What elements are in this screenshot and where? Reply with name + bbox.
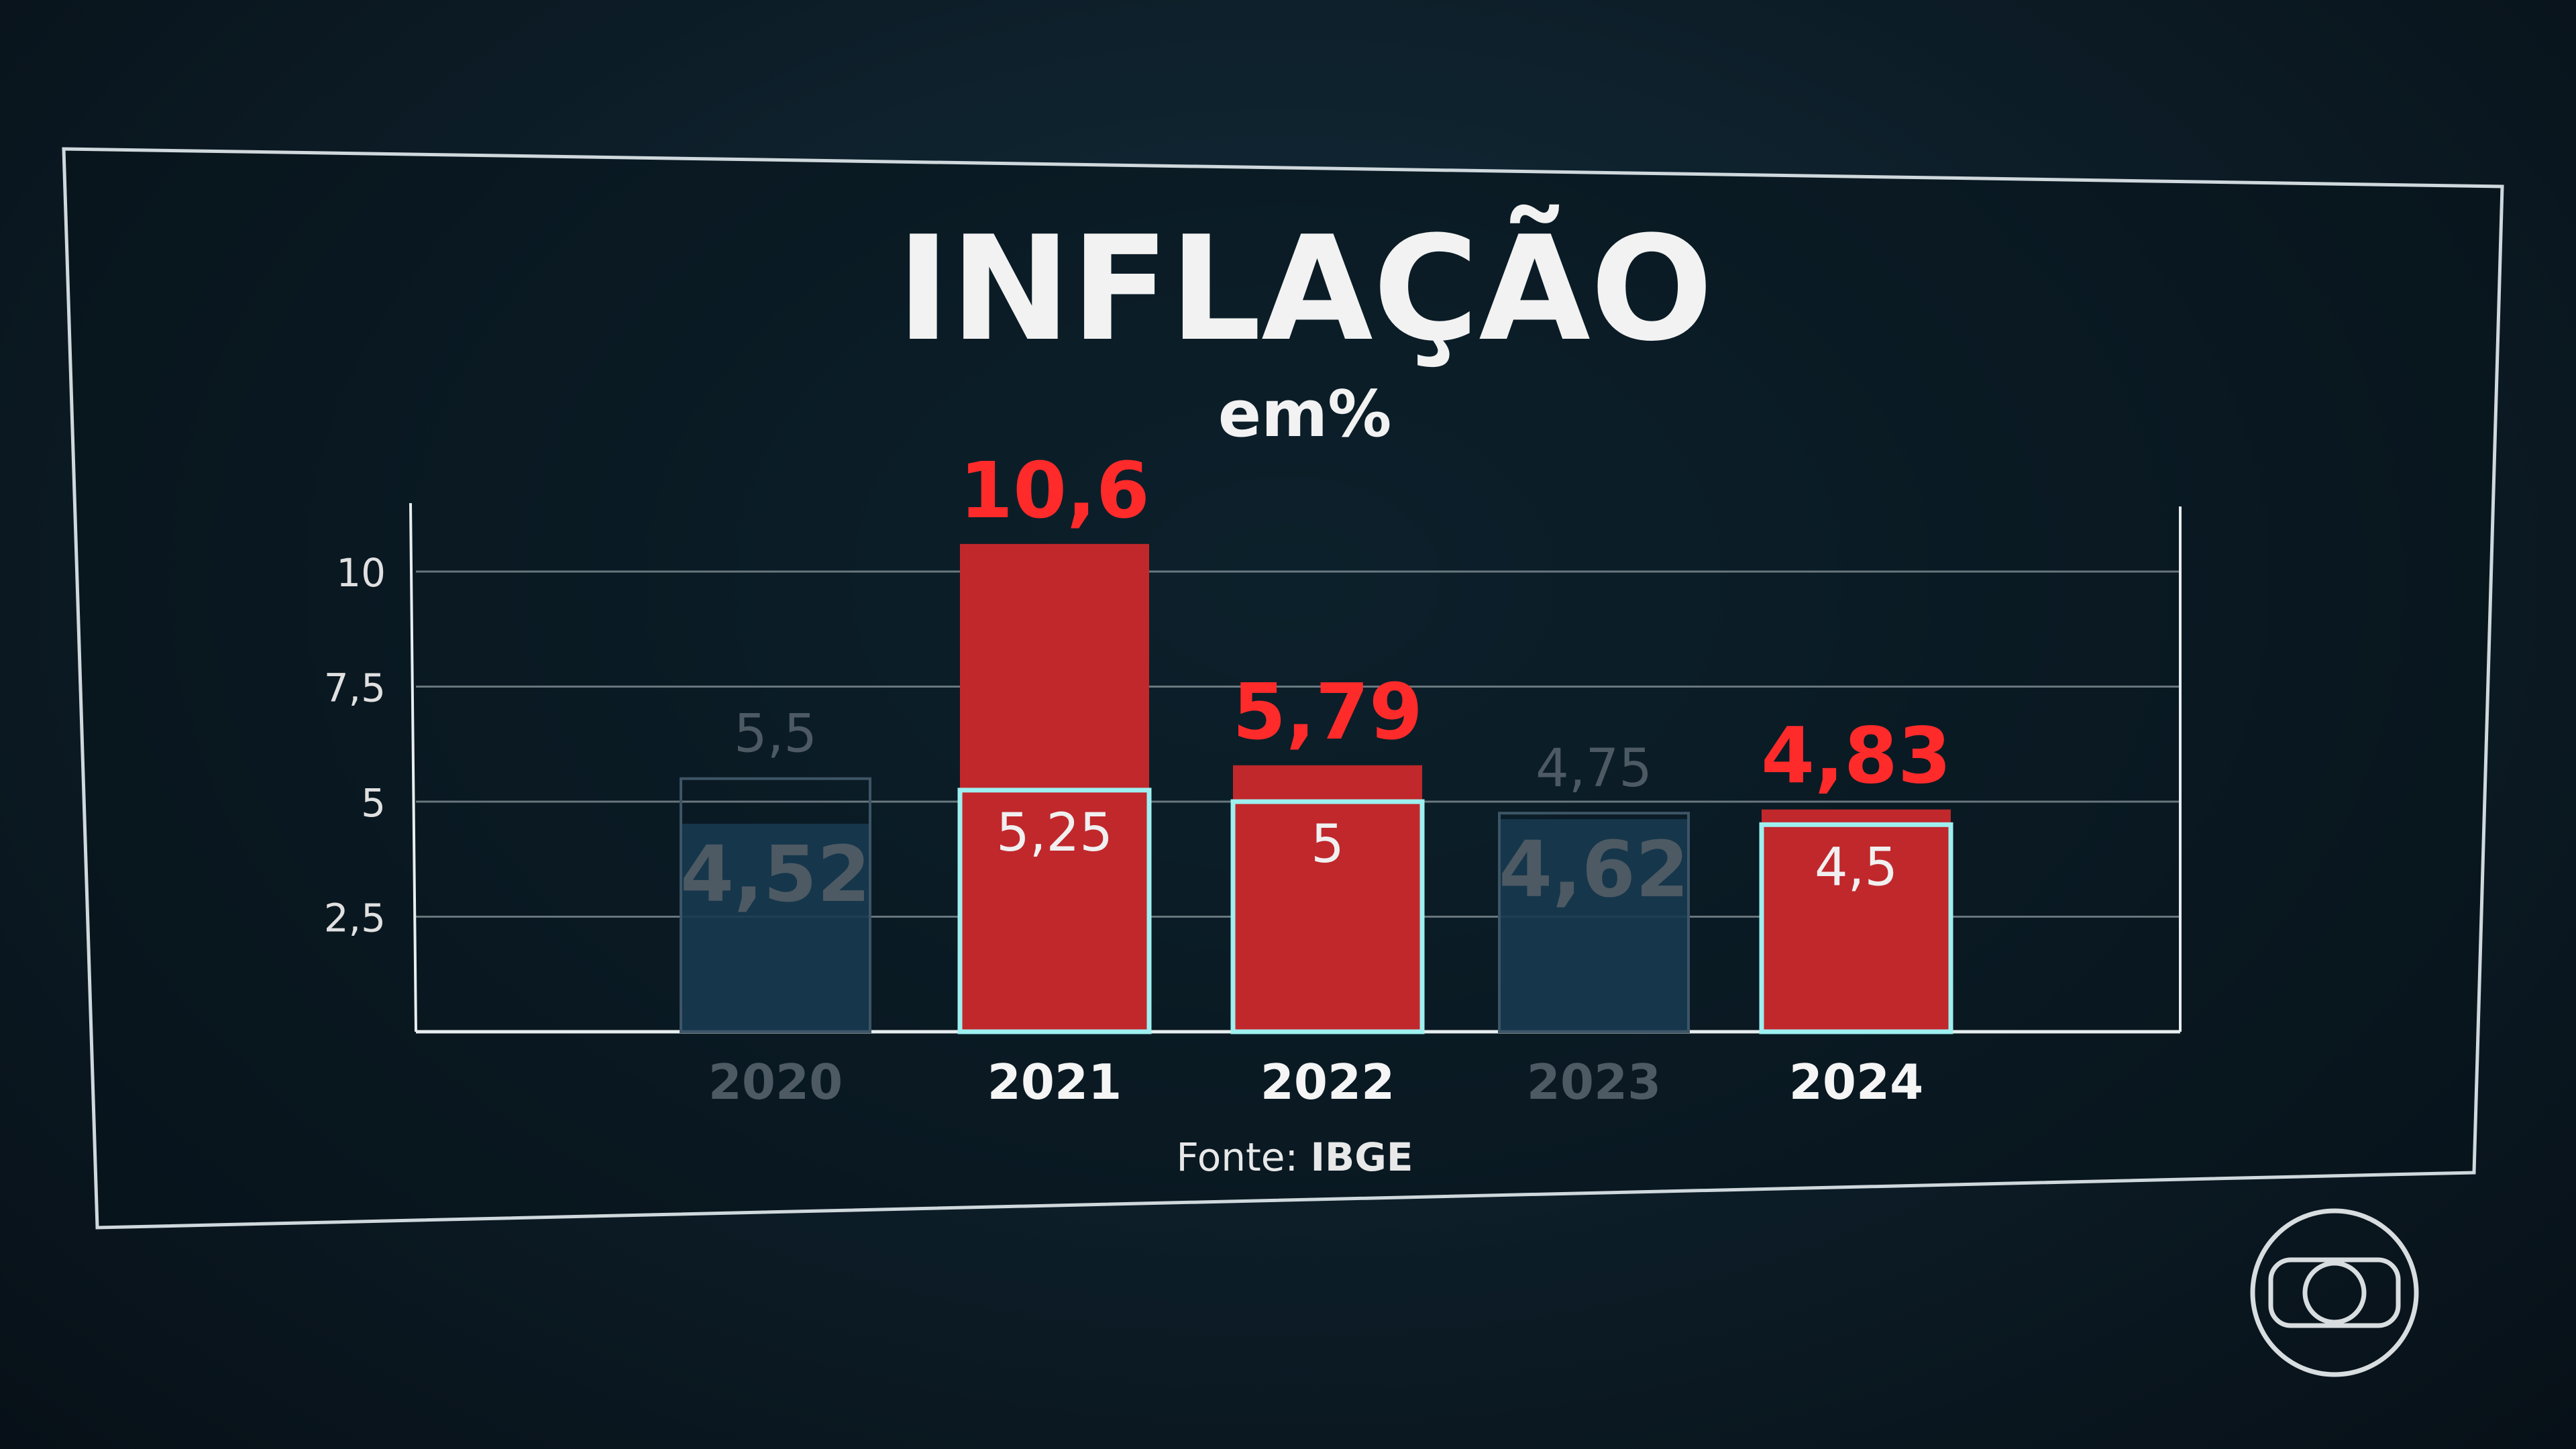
source-note: Fonte: IBGE	[1177, 1134, 1413, 1180]
value-label-target: 5	[1311, 814, 1344, 875]
chart-subtitle: em%	[1218, 378, 1392, 451]
bar-actual	[1762, 809, 1951, 1032]
bar-target-outline	[1230, 799, 1425, 1034]
x-tick-label: 2020	[708, 1054, 843, 1110]
value-label-target: 4,5	[1815, 837, 1898, 898]
bar-target-outline	[1498, 812, 1690, 1034]
y-tick-label: 7,5	[324, 665, 386, 711]
x-tick-label: 2022	[1260, 1054, 1395, 1110]
bar-actual	[1233, 765, 1422, 1032]
value-label-actual: 5,79	[1232, 667, 1423, 757]
value-label-actual: 4,52	[680, 830, 871, 920]
value-label-target: 5,25	[996, 803, 1113, 863]
chart-title: INFLAÇÃO	[896, 203, 1713, 373]
bar-target-outline	[1759, 822, 1953, 1034]
y-tick-label: 5	[361, 780, 386, 826]
bar-actual	[681, 823, 870, 1032]
x-tick-label: 2021	[987, 1054, 1122, 1110]
x-tick-label: 2023	[1527, 1054, 1661, 1110]
value-label-target: 5,5	[734, 704, 817, 765]
y-axis	[409, 502, 417, 1032]
value-label-target: 4,75	[1536, 739, 1652, 799]
value-label-actual: 4,83	[1761, 712, 1951, 802]
source-label: Fonte:	[1177, 1134, 1299, 1180]
globo-logo	[2250, 1208, 2419, 1377]
y-tick-label: 10	[336, 550, 386, 596]
y-tick-label: 2,5	[324, 896, 386, 941]
bar-target-outline	[680, 777, 871, 1033]
value-label-actual: 4,62	[1499, 825, 1689, 915]
bar-target-outline	[957, 788, 1152, 1034]
value-label-actual: 10,6	[959, 446, 1150, 536]
bar-actual	[1499, 819, 1688, 1032]
x-tick-label: 2024	[1789, 1054, 1923, 1110]
source-value: IBGE	[1310, 1134, 1413, 1180]
